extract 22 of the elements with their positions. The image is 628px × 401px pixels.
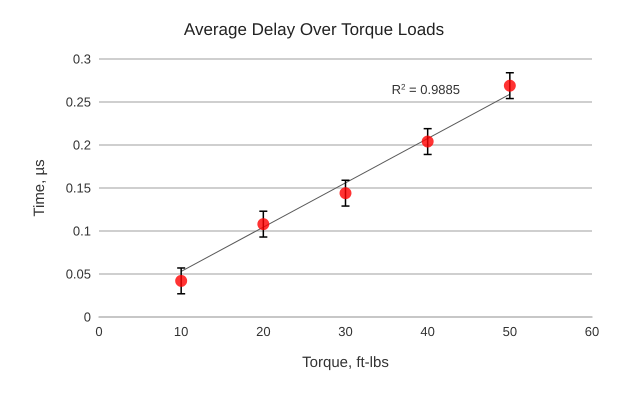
y-tick-label: 0.2 (72, 138, 91, 152)
y-tick-label: 0.1 (72, 224, 91, 238)
point (422, 136, 434, 148)
x-tick-label: 20 (256, 324, 271, 339)
x-tick-label: 10 (174, 324, 188, 339)
y-tick-label: 0 (84, 310, 91, 324)
point (257, 218, 270, 230)
y-tick-label: 0.25 (66, 94, 91, 110)
point (175, 274, 188, 287)
point (340, 187, 352, 200)
y-tick-label: 0.05 (66, 266, 91, 282)
y-tick-label: 0.3 (72, 52, 91, 66)
x-axis-title: Torque, ft-lbs (302, 354, 389, 371)
chart-title: Average Delay Over Torque Loads (184, 20, 444, 39)
x-tick-label: 50 (502, 324, 518, 339)
x-tick-label: 60 (584, 324, 600, 339)
x-tick-label: 0 (95, 324, 103, 339)
point (504, 80, 516, 92)
x-tick-label: 40 (420, 324, 435, 339)
x-tick-label: 30 (338, 324, 353, 339)
y-tick-label: 0.15 (66, 180, 91, 196)
y-axis-title: Time, µs (31, 159, 48, 217)
